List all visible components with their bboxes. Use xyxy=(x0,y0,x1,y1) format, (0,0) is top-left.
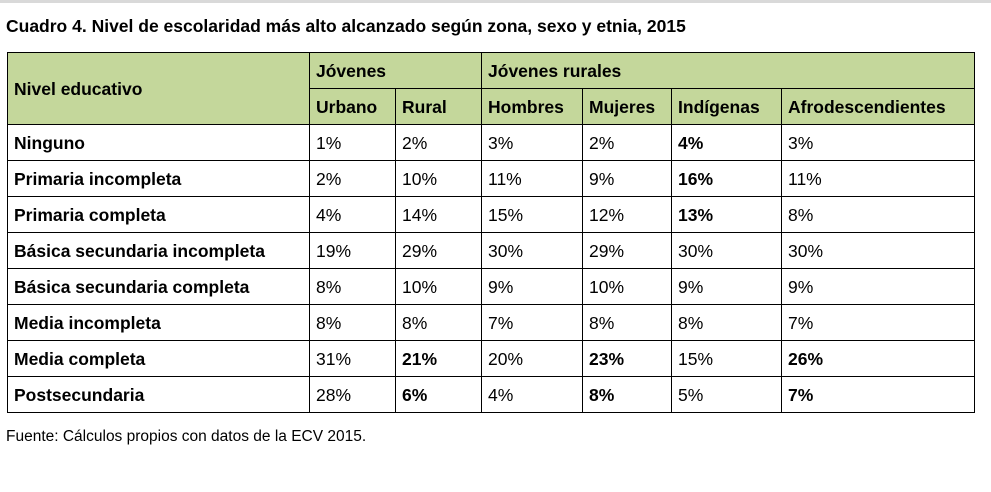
table-cell: 10% xyxy=(394,268,483,305)
table-cell: 2% xyxy=(582,124,673,161)
table-cell: 21% xyxy=(394,340,483,377)
column-header-rural: Rural xyxy=(394,88,483,125)
table-cell: 9% xyxy=(781,268,976,305)
table-cell: 9% xyxy=(481,268,584,305)
table-cell: 10% xyxy=(394,160,483,197)
table-cell: 4% xyxy=(309,196,396,233)
table-cell: 13% xyxy=(671,196,783,233)
table-row: Básica secundaria incompleta 19% 29% 30% 29%… xyxy=(7,232,976,269)
row-label: Básica secundaria incompleta xyxy=(7,232,310,269)
table-cell: 19% xyxy=(309,232,396,269)
row-label: Media incompleta xyxy=(7,304,310,341)
header-row-label: Nivel educativo xyxy=(7,52,310,125)
table-cell: 8% xyxy=(582,304,673,341)
table-cell: 29% xyxy=(582,232,673,269)
table-cell: 8% xyxy=(671,304,783,341)
column-header-mujeres: Mujeres xyxy=(582,88,673,125)
table-cell: 11% xyxy=(481,160,584,197)
table-cell: 15% xyxy=(671,340,783,377)
column-header-indigenas: Indígenas xyxy=(671,88,783,125)
table-caption: Cuadro 4. Nivel de escolaridad más alto … xyxy=(6,16,686,36)
table-cell: 8% xyxy=(394,304,483,341)
row-label: Postsecundaria xyxy=(7,376,310,413)
row-label: Media completa xyxy=(7,340,310,377)
header-group-jovenes: Jóvenes xyxy=(308,52,483,89)
table-cell: 9% xyxy=(671,268,783,305)
table-cell: 16% xyxy=(671,160,783,197)
table-cell: 7% xyxy=(781,304,976,341)
row-label: Primaria completa xyxy=(7,196,310,233)
table-cell: 8% xyxy=(309,304,396,341)
table-cell: 29% xyxy=(394,232,483,269)
table-cell: 14% xyxy=(394,196,483,233)
table-cell: 6% xyxy=(394,376,483,413)
header-group-jovenes-rurales: Jóvenes rurales xyxy=(481,52,976,89)
table-row: Primaria completa 4% 14% 15% 12% 13% 8% xyxy=(7,196,976,233)
table-cell: 8% xyxy=(309,268,396,305)
table-cell: 4% xyxy=(671,124,783,161)
table-row: Básica secundaria completa 8% 10% 9% 10% 9% 9% xyxy=(7,268,976,305)
table-cell: 8% xyxy=(781,196,976,233)
education-table: Nivel educativo Jóvenes Jóvenes rurales … xyxy=(7,52,976,413)
table-cell: 2% xyxy=(394,124,483,161)
table-cell: 28% xyxy=(309,376,396,413)
table-cell: 26% xyxy=(781,340,976,377)
table-cell: 31% xyxy=(309,340,396,377)
table-cell: 1% xyxy=(309,124,396,161)
table-cell: 3% xyxy=(481,124,584,161)
table-cell: 30% xyxy=(481,232,584,269)
row-label: Básica secundaria completa xyxy=(7,268,310,305)
table-cell: 10% xyxy=(582,268,673,305)
column-header-urbano: Urbano xyxy=(309,88,396,125)
header-row-columns: Urbano Rural Hombres Mujeres Indígenas A… xyxy=(8,88,976,125)
table-row: Primaria incompleta 2% 10% 11% 9% 16% 11% xyxy=(7,160,976,197)
row-label: Primaria incompleta xyxy=(7,160,310,197)
table-row: Postsecundaria 28% 6% 4% 8% 5% 7% xyxy=(7,376,976,413)
table-cell: 30% xyxy=(781,232,976,269)
table-cell: 5% xyxy=(671,376,783,413)
table-cell: 15% xyxy=(481,196,584,233)
table-cell: 20% xyxy=(481,340,584,377)
table-cell: 4% xyxy=(481,376,584,413)
table-cell: 9% xyxy=(582,160,673,197)
table-row: Media completa 31% 21% 20% 23% 15% 26% xyxy=(7,340,976,377)
table-cell: 3% xyxy=(781,124,976,161)
table-cell: 11% xyxy=(781,160,976,197)
table-cell: 30% xyxy=(671,232,783,269)
row-label: Ninguno xyxy=(7,124,310,161)
source-note: Fuente: Cálculos propios con datos de la… xyxy=(6,428,367,445)
column-header-hombres: Hombres xyxy=(481,88,584,125)
table-cell: 12% xyxy=(582,196,673,233)
column-header-afrodescendientes: Afrodescendientes xyxy=(781,88,976,125)
header-row-groups: Nivel educativo Jóvenes Jóvenes rurales xyxy=(7,52,976,125)
table-row: Media incompleta 8% 8% 7% 8% 8% 7% xyxy=(7,304,976,341)
table-cell: 2% xyxy=(309,160,396,197)
top-rule xyxy=(0,0,991,3)
table-cell: 7% xyxy=(781,376,976,413)
table-row: Ninguno 1% 2% 3% 2% 4% 3% xyxy=(7,124,976,161)
table-body: Ninguno 1% 2% 3% 2% 4% 3% Primaria incompleta 2%… xyxy=(7,124,976,413)
table-cell: 8% xyxy=(582,376,673,413)
table-cell: 7% xyxy=(481,304,584,341)
table-cell: 23% xyxy=(582,340,673,377)
